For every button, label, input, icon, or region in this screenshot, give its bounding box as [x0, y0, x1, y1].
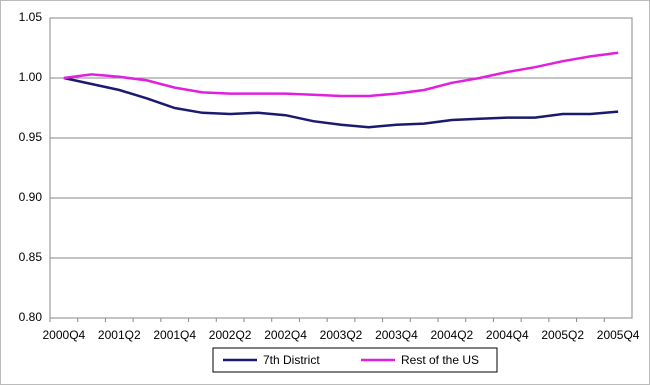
plot-area: [49, 17, 633, 319]
x-tick-label: 2004Q4: [486, 328, 529, 342]
legend-label: Rest of the US: [401, 353, 479, 367]
y-tick-label: 0.90: [19, 190, 43, 204]
y-tick-label: 1.00: [19, 70, 43, 84]
x-tick-label: 2003Q2: [320, 328, 363, 342]
y-tick-label: 0.80: [19, 310, 43, 324]
x-tick-label: 2004Q2: [431, 328, 474, 342]
x-tick-label: 2000Q4: [43, 328, 86, 342]
x-tick-label: 2002Q4: [264, 328, 307, 342]
legend: [212, 347, 498, 373]
series-line: [63, 76, 619, 129]
x-tick-label: 2005Q4: [597, 328, 640, 342]
y-tick-label: 0.85: [19, 250, 43, 264]
x-tick-label: 2001Q4: [153, 328, 196, 342]
y-tick-label: 1.05: [19, 10, 43, 24]
legend-label: 7th District: [263, 353, 320, 367]
series-line: [63, 51, 619, 98]
x-tick-label: 2005Q2: [541, 328, 584, 342]
y-tick-label: 0.95: [19, 130, 43, 144]
x-tick-label: 2001Q2: [98, 328, 141, 342]
x-tick-label: 2002Q2: [209, 328, 252, 342]
x-tick-label: 2003Q4: [375, 328, 418, 342]
